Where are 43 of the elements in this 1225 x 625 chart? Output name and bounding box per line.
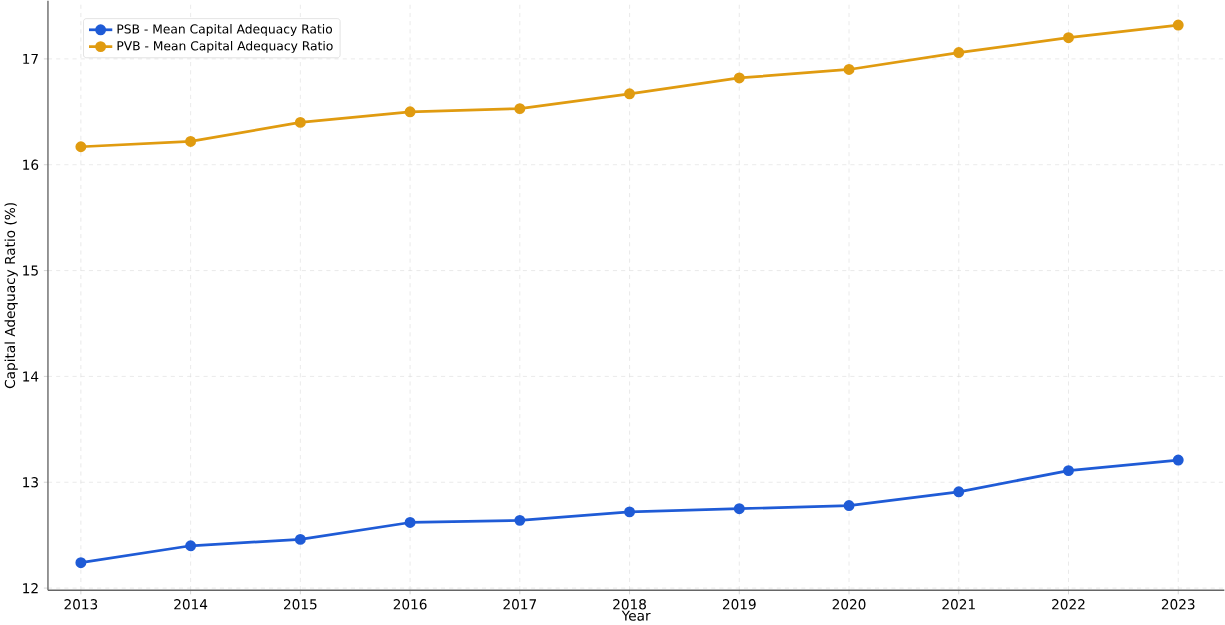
- point: [624, 88, 636, 100]
- point: [1063, 32, 1074, 44]
- x-tick-label: 2017: [503, 598, 537, 610]
- y-tick-label: 12: [23, 582, 38, 594]
- point: [185, 540, 197, 552]
- point: [953, 486, 965, 498]
- point: [733, 72, 745, 84]
- x-tick-label: 2023: [1161, 598, 1195, 610]
- y-tick-label: 13: [23, 476, 38, 488]
- x-tick-label: 2015: [283, 598, 317, 610]
- y-tick-label: 16: [23, 159, 39, 170]
- point: [843, 499, 855, 511]
- x-tick-label: 2014: [174, 598, 208, 610]
- point: [624, 506, 636, 518]
- point: [294, 533, 306, 545]
- point: [843, 63, 855, 75]
- legend-label: PVB - Mean Capital Adequacy Ratio: [117, 40, 333, 53]
- point: [75, 557, 87, 569]
- point: [75, 141, 87, 153]
- x-axis-title: Year: [621, 610, 651, 621]
- point: [733, 503, 745, 515]
- point: [1172, 454, 1184, 466]
- point: [953, 46, 965, 58]
- point: [294, 116, 306, 128]
- y-tick-label: 14: [23, 371, 39, 382]
- point: [514, 514, 526, 526]
- point: [1172, 19, 1184, 31]
- y-axis-title: Capital Adequacy Ratio (%): [4, 202, 18, 388]
- point: [1063, 465, 1074, 476]
- point: [185, 135, 197, 147]
- y-tick-label: 17: [23, 53, 38, 64]
- point: [514, 103, 526, 114]
- x-tick-label: 2021: [942, 598, 975, 610]
- x-tick-label: 2022: [1052, 598, 1085, 610]
- x-tick-label: 2016: [393, 598, 427, 610]
- legend-label: PSB - Mean Capital Adequacy Ratio: [117, 23, 333, 36]
- x-tick-label: 2020: [832, 598, 866, 610]
- x-tick-label: 2019: [722, 598, 756, 610]
- x-tick-label: 2018: [613, 598, 646, 610]
- point: [404, 106, 416, 118]
- x-tick-label: 2013: [64, 598, 98, 610]
- y-tick-label: 15: [23, 265, 38, 276]
- point: [404, 516, 416, 528]
